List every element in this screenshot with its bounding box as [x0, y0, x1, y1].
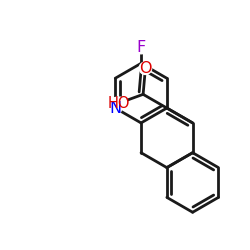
Text: F: F [136, 40, 146, 55]
Ellipse shape [134, 41, 147, 54]
Ellipse shape [109, 102, 122, 114]
Text: HO: HO [107, 96, 130, 111]
Ellipse shape [109, 97, 128, 110]
Text: O: O [139, 61, 152, 76]
Text: N: N [109, 100, 121, 116]
Ellipse shape [139, 62, 151, 74]
